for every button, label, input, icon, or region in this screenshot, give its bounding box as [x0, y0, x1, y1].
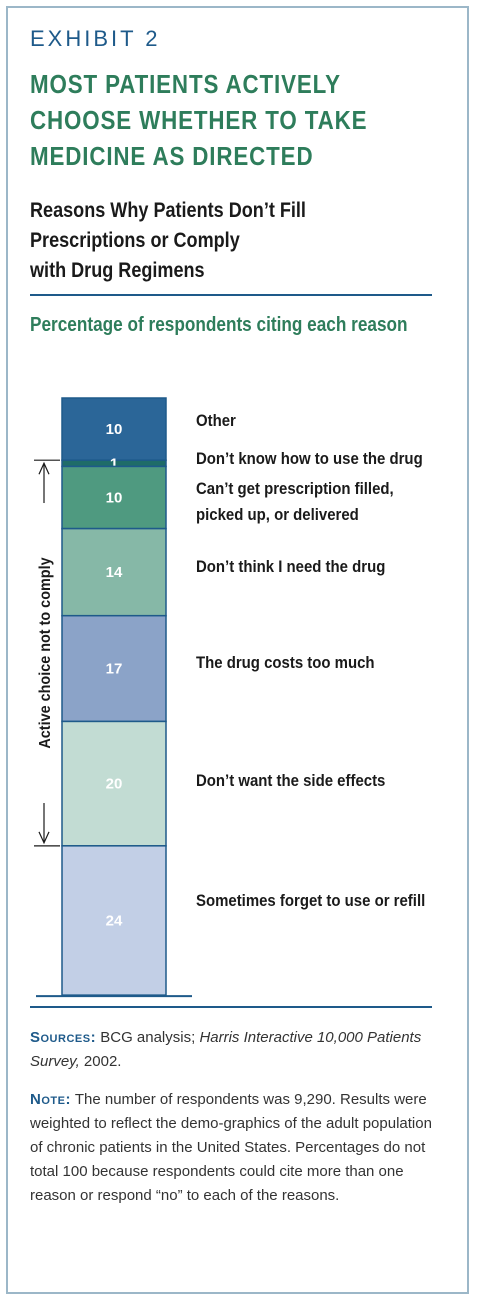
bracket-arrow-down	[38, 831, 50, 845]
chart-subtitle: Reasons Why Patients Don’t Fill Prescrip…	[30, 196, 391, 286]
segment-category-label-2: Can’t get prescription filled, picked up,…	[196, 480, 394, 524]
bar-segment-5	[61, 720, 167, 847]
subtitle-line-2: Prescriptions or Comply	[30, 229, 240, 252]
segment-category-label-5: Don’t want the side effects	[196, 772, 385, 790]
bar-segment-6	[61, 845, 167, 996]
divider-bottom	[30, 1006, 432, 1008]
sources-text-before: BCG analysis;	[96, 1029, 200, 1046]
headline: MOST PATIENTS ACTIVELY CHOOSE WHETHER TO…	[30, 66, 391, 174]
bracket-arrow-up	[38, 461, 50, 475]
segment-category-label-4: The drug costs too much	[196, 654, 375, 672]
segment-value-label-0: 10	[106, 421, 123, 438]
bar-segment-3	[61, 527, 167, 617]
sources-label: Sources:	[30, 1029, 97, 1046]
segment-category-label-3: Don’t think I need the drug	[196, 558, 385, 576]
segment-value-label-4: 17	[106, 661, 123, 678]
segment-value-label-5: 20	[106, 776, 123, 793]
bracket-label: Active choice not to comply	[36, 557, 54, 749]
headline-line-3: MEDICINE AS DIRECTED	[30, 141, 314, 171]
segment-value-label-3: 14	[106, 564, 123, 581]
segment-category-label-0: Other	[196, 412, 236, 430]
measure-label: Percentage of respondents citing each re…	[30, 314, 408, 336]
sources-italic: Harris Interactive 10,000 Patients Surve…	[30, 1029, 422, 1070]
note-text: The number of respondents was 9,290. Res…	[30, 1091, 432, 1204]
bar-segment-4	[61, 614, 167, 723]
footnote: Note: The number of respondents was 9,29…	[30, 1088, 440, 1208]
sources-text-after: 2002.	[79, 1053, 122, 1070]
segment-value-label-2: 10	[106, 490, 123, 507]
divider-top	[30, 294, 432, 296]
bar-segment-2	[61, 465, 167, 530]
segment-category-label-1: Don’t know how to use the drug	[196, 450, 423, 468]
segment-category-label-6: Sometimes forget to use or refill	[196, 892, 425, 910]
headline-line-1: MOST PATIENTS ACTIVELY	[30, 69, 341, 99]
segment-value-label-1: 1	[110, 455, 118, 472]
bar-segment-0	[61, 397, 167, 461]
segment-value-label-6: 24	[106, 912, 123, 929]
note-label: Note:	[30, 1091, 71, 1108]
exhibit-number: EXHIBIT 2	[30, 26, 161, 51]
headline-line-2: CHOOSE WHETHER TO TAKE	[30, 105, 368, 135]
sources-note: Sources: BCG analysis; Harris Interactiv…	[30, 1026, 440, 1074]
subtitle-line-3: with Drug Regimens	[30, 259, 205, 282]
subtitle-line-1: Reasons Why Patients Don’t Fill	[30, 199, 306, 222]
